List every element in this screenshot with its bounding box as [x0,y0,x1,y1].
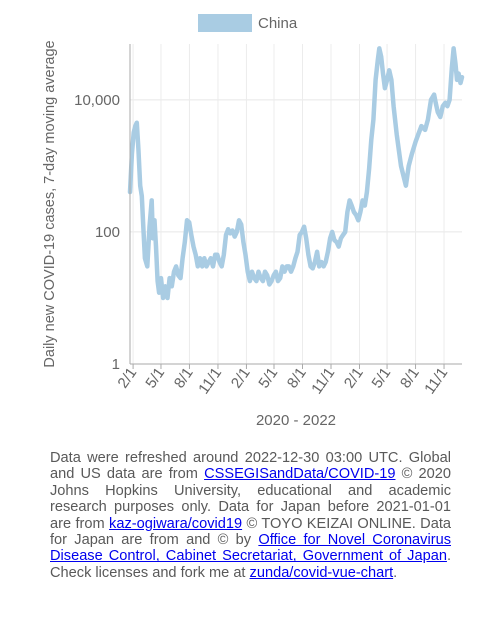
x-tick-label: 8/1 [397,365,423,392]
y-axis-title: Daily new COVID-19 cases, 7-day moving a… [42,40,58,367]
gridlines [130,44,462,365]
note-text: © 2020 Johns Hopkins University, educati… [50,466,451,532]
series-layer [127,46,465,301]
note-text: Data were refreshed around 2022-12-30 03… [50,450,451,483]
data-source-note: Data were refreshed around 2022-12-30 03… [50,450,451,581]
x-tick-label: 8/1 [284,365,310,392]
link-covid-vue-chart[interactable]: zunda/covid-vue-chart [249,564,394,581]
x-tick-label: 11/1 [308,365,338,398]
x-tick-label: 11/1 [195,365,225,398]
legend-label: China [258,15,298,32]
link-japan-office[interactable]: Office for Novel Coronavirus Disease Con… [50,532,451,565]
x-tick-label: 5/1 [368,365,394,392]
note-text: © TOYO KEIZAI ONLINE. Data for Japan are… [50,515,452,549]
x-tick-label: 2/1 [228,365,254,392]
series-line-china [127,46,465,301]
link-kaz-ogiwara[interactable]: kaz-ogiwara/covid19 [109,515,243,532]
link-csse-data[interactable]: CSSEGISandData/COVID-19 [204,466,396,483]
x-axis-title: 2020 - 2022 [256,412,336,429]
note-text: . Check licenses and fork me at [50,548,451,581]
x-tick-label: 8/1 [171,365,197,392]
legend[interactable]: China [198,14,298,32]
y-tick-label: 10,000 [74,92,120,109]
x-tick-label: 5/1 [142,365,168,392]
y-tick-label: 100 [95,224,120,241]
y-tick-label: 1 [112,356,120,373]
axes [129,44,462,365]
x-tick-label: 2/1 [341,365,367,392]
legend-swatch [198,14,252,32]
x-tick-label: 5/1 [255,365,281,392]
x-tick-label: 11/1 [421,365,451,398]
y-tick-labels: 1 100 10,000 [74,92,120,373]
x-tick-labels: 2/1 5/1 8/111/1 2/1 5/1 8/111/1 2/1 5/1 8/111/1 [114,364,451,397]
note-text: . [393,564,398,581]
